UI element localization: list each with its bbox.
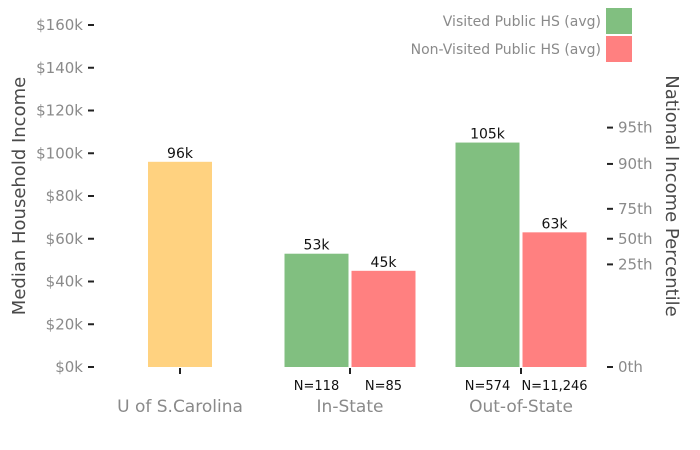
bar-value-label: 63k <box>542 216 569 232</box>
y-tick-label: $140k <box>36 59 83 77</box>
y2-axis-title: National Income Percentile <box>661 75 682 317</box>
bar <box>351 270 416 367</box>
bar <box>284 253 349 367</box>
percentile-tick-label: 75th <box>618 200 652 218</box>
y-tick-label: $100k <box>36 144 83 162</box>
legend-label: Visited Public HS (avg) <box>443 14 601 30</box>
percentile-tick-label: 50th <box>618 230 652 248</box>
sample-size-label: N=574 <box>465 379 510 394</box>
y-tick-label: $40k <box>46 273 84 291</box>
bars-layer: U of S.Carolina 96k In-State 53k N=118 45k N=8… <box>117 127 587 417</box>
bar-value-label: 105k <box>470 127 506 143</box>
y-tick-label: $0k <box>55 358 83 376</box>
bar-value-label: 96k <box>167 146 194 162</box>
bar <box>455 142 520 367</box>
y-tick-label: $120k <box>36 102 83 120</box>
percentile-tick-label: 90th <box>618 155 652 173</box>
bar <box>148 161 212 367</box>
legend: Visited Public HS (avg) Non-Visited Publi… <box>411 8 632 62</box>
y-tick-label: $160k <box>36 16 83 34</box>
group-label: U of S.Carolina <box>117 397 243 417</box>
left-axis: $0k $20k $40k $60k $80k $100k $120k $140k $160k <box>36 16 94 376</box>
sample-size-label: N=118 <box>294 379 339 394</box>
y-tick-label: $80k <box>46 187 84 205</box>
right-percentile-axis: 0th 25th 50th 75th 90th 95th <box>607 119 652 376</box>
percentile-tick-label: 25th <box>618 255 652 273</box>
legend-label: Non-Visited Public HS (avg) <box>411 42 601 58</box>
legend-swatch <box>606 36 632 62</box>
sample-size-label: N=11,246 <box>521 379 587 394</box>
y-tick-label: $20k <box>46 315 84 333</box>
sample-size-label: N=85 <box>365 379 402 394</box>
percentile-tick-label: 0th <box>618 358 643 376</box>
y-tick-label: $60k <box>46 230 84 248</box>
bar-value-label: 53k <box>304 238 331 254</box>
group-label: In-State <box>317 397 384 417</box>
legend-swatch <box>606 8 632 34</box>
group-label: Out-of-State <box>469 397 573 417</box>
bar-value-label: 45k <box>371 255 398 271</box>
y-axis-title: Median Household Income <box>9 77 30 315</box>
bar <box>522 232 587 367</box>
percentile-tick-label: 95th <box>618 119 652 137</box>
